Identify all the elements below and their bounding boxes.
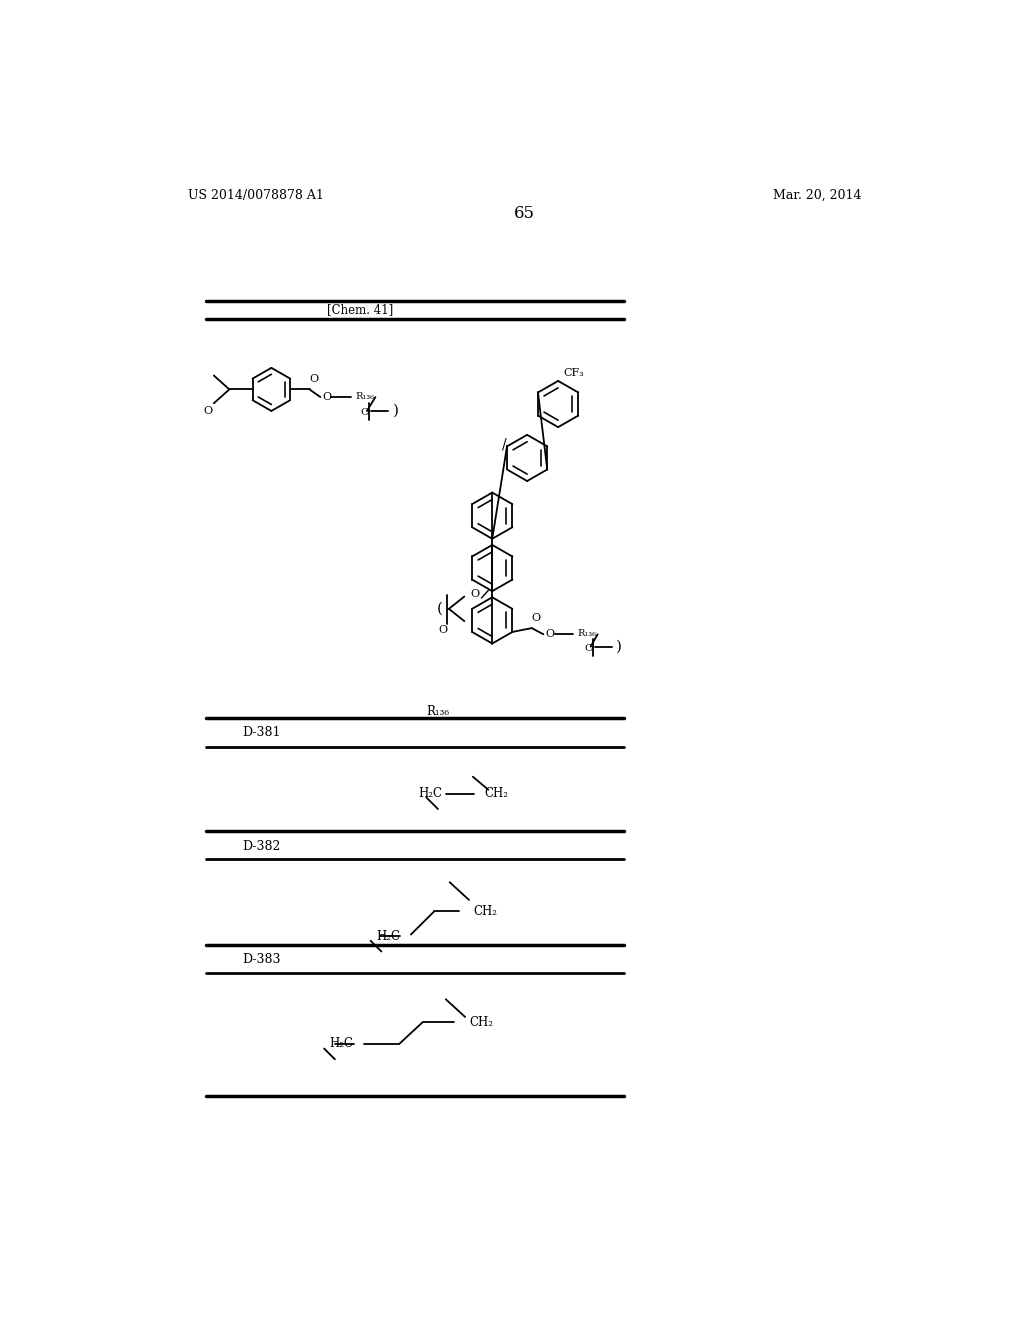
Text: H₂C: H₂C — [330, 1038, 353, 1051]
Text: ): ) — [616, 640, 623, 653]
Text: CF₃: CF₃ — [563, 368, 584, 379]
Text: CH₂: CH₂ — [484, 787, 509, 800]
Text: O: O — [322, 392, 331, 403]
Text: O: O — [471, 589, 480, 599]
Text: O: O — [360, 408, 369, 417]
Text: H₂C: H₂C — [418, 787, 442, 800]
Text: R₁₃₆: R₁₃₆ — [355, 392, 374, 401]
Text: CH₂: CH₂ — [473, 906, 497, 917]
Text: O: O — [438, 626, 447, 635]
Text: O: O — [309, 375, 318, 384]
Text: D-381: D-381 — [243, 726, 282, 739]
Text: O: O — [531, 612, 541, 623]
Text: D-383: D-383 — [243, 953, 282, 966]
Text: O: O — [203, 407, 212, 416]
Text: ): ) — [392, 404, 398, 418]
Text: O: O — [545, 630, 554, 639]
Text: R₁₃₆: R₁₃₆ — [426, 705, 450, 718]
Text: 65: 65 — [514, 206, 536, 222]
Text: /: / — [502, 437, 506, 451]
Text: US 2014/0078878 A1: US 2014/0078878 A1 — [188, 189, 325, 202]
Text: R₁₃₆: R₁₃₆ — [578, 630, 596, 638]
Text: H₂C: H₂C — [376, 929, 400, 942]
Text: CH₂: CH₂ — [469, 1016, 493, 1028]
Text: [Chem. 41]: [Chem. 41] — [328, 304, 393, 317]
Text: Mar. 20, 2014: Mar. 20, 2014 — [773, 189, 861, 202]
Text: O: O — [584, 644, 593, 652]
Text: D-382: D-382 — [243, 840, 281, 853]
Text: (: ( — [436, 602, 442, 616]
